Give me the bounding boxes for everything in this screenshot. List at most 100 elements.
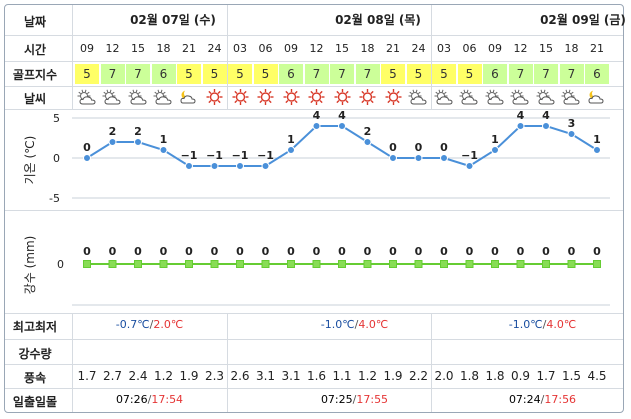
hour-label: 03 xyxy=(233,42,247,55)
temp-min: -1.0℃ xyxy=(320,318,355,331)
golf-index-cell: 7 xyxy=(100,64,125,84)
sunrise-time: 07:25 xyxy=(320,393,353,406)
row-label-precip: 강수량 xyxy=(18,347,52,361)
cloud-sun-icon xyxy=(151,88,176,106)
cloud-sun-icon xyxy=(406,88,431,106)
cloud-sun-icon xyxy=(75,88,100,106)
wind-value: 1.2 xyxy=(357,369,378,383)
row-label-sun: 일출일몰 xyxy=(12,395,58,409)
wind-value: 4.5 xyxy=(587,369,607,383)
golf-index-cell: 5 xyxy=(75,64,99,84)
hour-label: 09 xyxy=(488,42,502,55)
cloud-sun-icon xyxy=(483,88,508,106)
hour-label: 21 xyxy=(386,42,400,55)
golf-index-cell: 5 xyxy=(381,64,405,84)
golf-index-cell: 6 xyxy=(585,64,609,84)
wind-value: 3.1 xyxy=(255,369,276,383)
golf-index-cell: 7 xyxy=(559,64,584,84)
sunrise-time: 07:24 xyxy=(508,393,541,406)
sun-icon xyxy=(355,88,380,106)
cloud-sun-icon xyxy=(457,88,482,106)
cloud-sun-icon xyxy=(559,88,584,106)
temp-max: 2.0℃ xyxy=(153,318,184,331)
hour-label: 15 xyxy=(335,42,349,55)
sunset-time: 17:55 xyxy=(356,393,389,406)
cloud-sun-icon xyxy=(432,88,457,106)
sunset-time: 17:56 xyxy=(544,393,577,406)
wind-value: 1.9 xyxy=(383,369,403,383)
temp-max: 4.0℃ xyxy=(546,318,577,331)
sun-icon xyxy=(253,88,278,106)
sun-icon xyxy=(228,88,253,106)
wind-value: 1.7 xyxy=(536,369,556,383)
day-header: 02월 07일 (수) xyxy=(130,13,216,27)
wind-value: 0.9 xyxy=(510,369,531,383)
hour-label: 21 xyxy=(182,42,196,55)
golf-index-cell: 5 xyxy=(457,64,482,84)
wind-value: 1.1 xyxy=(332,369,352,383)
golf-index-cell: 5 xyxy=(177,64,201,84)
sun-icon xyxy=(202,88,227,106)
hour-label: 15 xyxy=(539,42,553,55)
row-label-minmax: 최고최저 xyxy=(12,320,58,334)
row-label-date: 날짜 xyxy=(23,15,47,29)
temp-min: -1.0℃ xyxy=(508,318,543,331)
hour-label: 12 xyxy=(513,42,528,55)
golf-index-cell: 5 xyxy=(228,64,252,84)
golf-index-cell: 6 xyxy=(483,64,507,84)
wind-value: 2.6 xyxy=(230,369,250,383)
sun-day2: 07:25/17:55 xyxy=(277,393,432,406)
golf-index-cell: 6 xyxy=(279,64,303,84)
minmax-day3: -1.0℃/4.0℃ xyxy=(465,318,620,331)
row-label-wind: 풍속 xyxy=(23,371,47,385)
day-header: 02월 08일 (목) xyxy=(335,13,421,27)
sun-icon xyxy=(330,88,355,106)
golf-index-cell: 7 xyxy=(534,64,558,84)
wind-value: 2.4 xyxy=(128,369,148,383)
golf-index-cell: 7 xyxy=(355,64,380,84)
cloud-sun-icon xyxy=(534,88,559,106)
sun-icon xyxy=(381,88,406,106)
temp-min: -0.7℃ xyxy=(115,318,150,331)
sun-day3: 07:24/17:56 xyxy=(465,393,620,406)
hour-label: 24 xyxy=(411,42,426,55)
cloud-sun-icon xyxy=(100,88,125,106)
wind-value: 3.1 xyxy=(281,369,301,383)
wind-value: 1.6 xyxy=(306,369,327,383)
separator: / xyxy=(352,393,357,406)
hour-label: 12 xyxy=(309,42,324,55)
hour-label: 06 xyxy=(462,42,477,55)
separator: / xyxy=(149,318,154,331)
temp-max: 4.0℃ xyxy=(358,318,389,331)
golf-index-cell: 7 xyxy=(126,64,150,84)
hour-label: 09 xyxy=(80,42,94,55)
hour-label: 15 xyxy=(131,42,145,55)
sun-day1: 07:26/17:54 xyxy=(72,393,227,406)
golf-index-cell: 5 xyxy=(432,64,456,84)
wind-value: 1.5 xyxy=(561,369,582,383)
row-label-weather: 날씨 xyxy=(23,92,47,106)
day-header: 02월 09일 (금) xyxy=(540,13,626,27)
hour-label: 12 xyxy=(105,42,120,55)
sunrise-time: 07:26 xyxy=(115,393,148,406)
minmax-day1: -0.7℃/2.0℃ xyxy=(72,318,227,331)
separator: / xyxy=(542,318,547,331)
wind-value: 1.8 xyxy=(459,369,480,383)
hour-label: 18 xyxy=(156,42,171,55)
wind-value: 2.2 xyxy=(408,369,429,383)
sun-icon xyxy=(304,88,329,106)
hour-label: 18 xyxy=(564,42,579,55)
wind-value: 2.0 xyxy=(434,369,454,383)
forecast-table xyxy=(4,4,624,413)
sunset-time: 17:54 xyxy=(151,393,184,406)
sun-icon xyxy=(279,88,304,106)
row-label-time: 시간 xyxy=(23,43,47,57)
moon-cloud-icon xyxy=(585,88,610,106)
golf-index-cell: 5 xyxy=(253,64,278,84)
hour-label: 24 xyxy=(207,42,222,55)
wind-value: 1.7 xyxy=(77,369,97,383)
hour-label: 18 xyxy=(360,42,375,55)
hour-label: 09 xyxy=(284,42,298,55)
golf-index-cell: 5 xyxy=(202,64,227,84)
moon-cloud-icon xyxy=(177,88,202,106)
